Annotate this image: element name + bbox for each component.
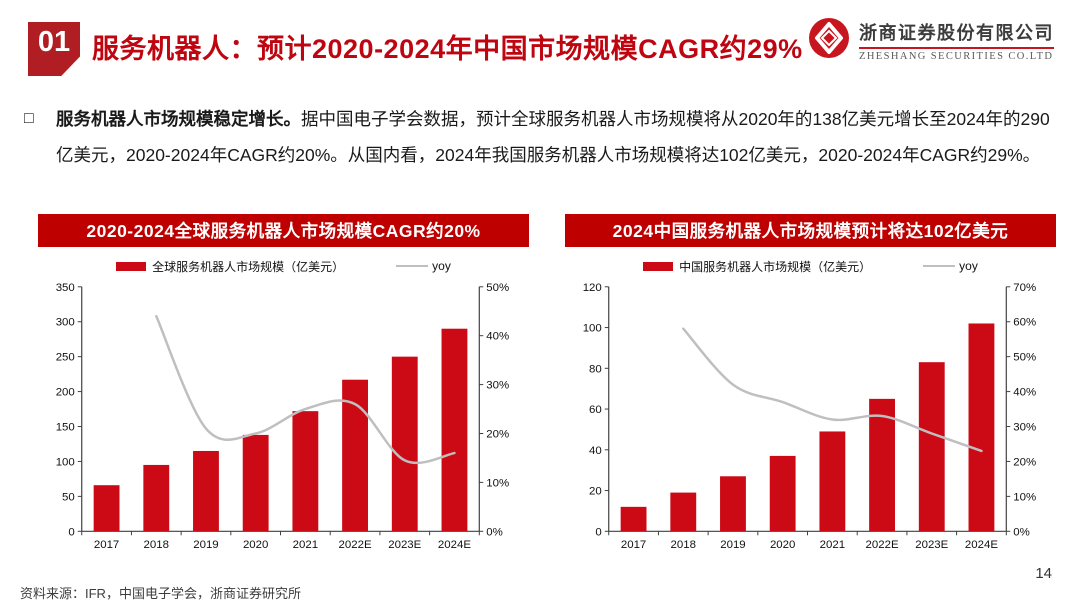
svg-text:20: 20 xyxy=(589,486,602,498)
svg-text:20%: 20% xyxy=(486,428,509,440)
svg-text:0: 0 xyxy=(68,526,74,538)
svg-text:200: 200 xyxy=(56,387,75,399)
svg-text:40%: 40% xyxy=(486,331,509,343)
svg-text:2024E: 2024E xyxy=(965,539,998,551)
svg-text:2018: 2018 xyxy=(671,539,696,551)
square-bullet-icon: □ xyxy=(24,110,34,127)
svg-text:2023E: 2023E xyxy=(388,539,421,551)
china-market-chart: 0 20 40 60 80 100 120 0% 10% 20% 30% 40% 50% 60% 70% 20… xyxy=(583,282,1036,551)
svg-text:0: 0 xyxy=(595,526,601,538)
legend-label-bar: 全球服务机器人市场规模（亿美元） xyxy=(152,259,345,274)
svg-text:50%: 50% xyxy=(486,282,509,294)
svg-text:100: 100 xyxy=(56,456,75,468)
bar-series-swatch-icon xyxy=(116,261,147,271)
legend-item-line: yoy xyxy=(396,259,451,273)
svg-text:0%: 0% xyxy=(1013,526,1030,538)
legend-label-line: yoy xyxy=(432,259,451,273)
svg-text:20%: 20% xyxy=(1013,456,1036,468)
svg-text:100: 100 xyxy=(583,323,602,335)
section-number: 01 xyxy=(37,26,71,58)
svg-text:50: 50 xyxy=(62,491,75,503)
svg-text:250: 250 xyxy=(56,352,75,364)
company-name-en: ZHESHANG SECURITIES CO.LTD xyxy=(859,51,1054,62)
svg-text:40%: 40% xyxy=(1013,387,1036,399)
bar-series-swatch-icon xyxy=(643,261,674,271)
svg-text:2019: 2019 xyxy=(720,539,745,551)
svg-text:50%: 50% xyxy=(1013,352,1036,364)
page-number: 14 xyxy=(1035,565,1052,582)
source-note: 资料来源：IFR，中国电子学会，浙商证券研究所 xyxy=(20,586,301,601)
svg-text:10%: 10% xyxy=(1013,491,1036,503)
global-market-chart: 0 50 100 150 200 250 300 350 0% 10% 20% 30% 40% 50% 20… xyxy=(56,282,509,551)
svg-text:350: 350 xyxy=(56,282,75,294)
svg-text:150: 150 xyxy=(56,421,75,433)
svg-text:2017: 2017 xyxy=(94,539,119,551)
svg-text:120: 120 xyxy=(583,282,602,294)
company-name-cn: 浙商证券股份有限公司 xyxy=(859,19,1054,49)
chart-panel-china: 2024中国服务机器人市场规模预计将达102亿美元 中国服务机器人市场规模（亿美… xyxy=(565,214,1056,558)
svg-text:2019: 2019 xyxy=(193,539,218,551)
bullet-body-text: 据中国电子学会数据，预计全球服务机器人市场规模将从2020年的138亿美元增长至… xyxy=(56,109,1050,165)
svg-text:30%: 30% xyxy=(486,380,509,392)
svg-text:30%: 30% xyxy=(1013,421,1036,433)
legend-label-bar: 中国服务机器人市场规模（亿美元） xyxy=(679,259,872,274)
chart-title-banner-china: 2024中国服务机器人市场规模预计将达102亿美元 xyxy=(565,214,1056,247)
svg-text:40: 40 xyxy=(589,445,602,457)
svg-text:60%: 60% xyxy=(1013,317,1036,329)
chart-panel-global: 2020-2024全球服务机器人市场规模CAGR约20% 全球服务机器人市场规模… xyxy=(38,214,529,558)
svg-text:300: 300 xyxy=(56,317,75,329)
svg-text:0%: 0% xyxy=(486,526,503,538)
legend-item-line: yoy xyxy=(923,259,978,273)
chart-legend-global: 全球服务机器人市场规模（亿美元） yoy xyxy=(38,256,529,276)
svg-text:2018: 2018 xyxy=(144,539,169,551)
charts-row: 2020-2024全球服务机器人市场规模CAGR约20% 全球服务机器人市场规模… xyxy=(38,214,1056,558)
chart-legend-china: 中国服务机器人市场规模（亿美元） yoy xyxy=(565,256,1056,276)
svg-text:2022E: 2022E xyxy=(866,539,899,551)
svg-text:2022E: 2022E xyxy=(339,539,372,551)
svg-text:10%: 10% xyxy=(486,477,509,489)
page-title: 服务机器人：预计2020-2024年中国市场规模CAGR约29% xyxy=(92,34,803,64)
svg-text:2020: 2020 xyxy=(770,539,795,551)
chart-title-banner-global: 2020-2024全球服务机器人市场规模CAGR约20% xyxy=(38,214,529,247)
svg-text:2021: 2021 xyxy=(293,539,318,551)
legend-item-bar: 全球服务机器人市场规模（亿美元） xyxy=(116,258,344,275)
svg-text:2017: 2017 xyxy=(621,539,646,551)
bullet-lead-text: 服务机器人市场规模稳定增长。 xyxy=(56,109,301,129)
svg-text:2024E: 2024E xyxy=(438,539,471,551)
line-series-swatch-icon xyxy=(923,264,956,268)
bullet-paragraph: □ 服务机器人市场规模稳定增长。据中国电子学会数据，预计全球服务机器人市场规模将… xyxy=(24,101,1060,173)
section-number-badge: 01 xyxy=(28,22,80,76)
legend-item-bar: 中国服务机器人市场规模（亿美元） xyxy=(643,258,871,275)
svg-text:60: 60 xyxy=(589,404,602,416)
svg-text:2023E: 2023E xyxy=(915,539,948,551)
logo-knot-icon xyxy=(807,16,851,65)
svg-text:70%: 70% xyxy=(1013,282,1036,294)
line-series-swatch-icon xyxy=(396,264,429,268)
legend-label-line: yoy xyxy=(959,259,978,273)
svg-text:2020: 2020 xyxy=(243,539,268,551)
svg-text:80: 80 xyxy=(589,363,602,375)
company-logo: 浙商证券股份有限公司 ZHESHANG SECURITIES CO.LTD xyxy=(807,16,1054,65)
svg-text:2021: 2021 xyxy=(820,539,845,551)
